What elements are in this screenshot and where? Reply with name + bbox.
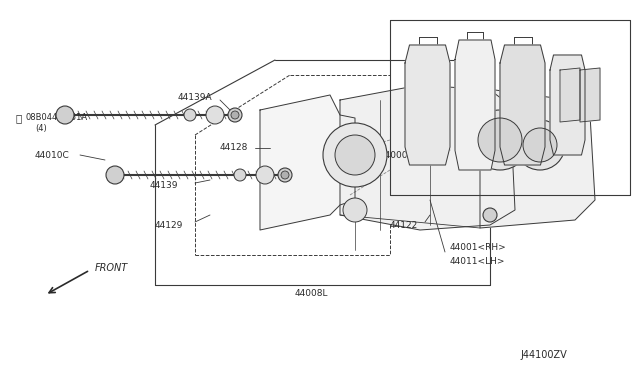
Text: 44129: 44129	[155, 221, 184, 230]
Polygon shape	[480, 88, 595, 228]
Circle shape	[206, 106, 224, 124]
Text: 44011<LH>: 44011<LH>	[450, 257, 506, 266]
Circle shape	[106, 166, 124, 184]
Text: (4): (4)	[35, 124, 47, 132]
Polygon shape	[340, 85, 515, 230]
Text: FRONT: FRONT	[95, 263, 128, 273]
Circle shape	[323, 123, 387, 187]
Circle shape	[343, 198, 367, 222]
Polygon shape	[560, 68, 580, 122]
Circle shape	[483, 208, 497, 222]
Polygon shape	[405, 45, 450, 165]
Circle shape	[523, 128, 557, 162]
Circle shape	[256, 166, 274, 184]
Polygon shape	[500, 45, 545, 165]
Text: 44139: 44139	[150, 180, 179, 189]
Circle shape	[184, 109, 196, 121]
Text: 44139A: 44139A	[178, 93, 212, 103]
Text: 08B044-2351A: 08B044-2351A	[26, 113, 88, 122]
Polygon shape	[260, 95, 355, 230]
Polygon shape	[580, 68, 600, 122]
Text: Ⓑ: Ⓑ	[15, 113, 21, 123]
Circle shape	[470, 110, 530, 170]
Circle shape	[228, 108, 242, 122]
Circle shape	[278, 168, 292, 182]
Circle shape	[281, 171, 289, 179]
Polygon shape	[455, 40, 495, 170]
Text: 44128: 44128	[220, 144, 248, 153]
Circle shape	[515, 120, 565, 170]
Text: 44008L: 44008L	[295, 289, 328, 298]
Circle shape	[231, 111, 239, 119]
Text: 44010C: 44010C	[35, 151, 70, 160]
Text: J44100ZV: J44100ZV	[520, 350, 567, 360]
Text: 44001<RH>: 44001<RH>	[450, 244, 507, 253]
Polygon shape	[550, 55, 585, 155]
Text: 44000K: 44000K	[380, 151, 414, 160]
Circle shape	[56, 106, 74, 124]
Circle shape	[234, 169, 246, 181]
Circle shape	[335, 135, 375, 175]
Circle shape	[478, 118, 522, 162]
Text: 44122: 44122	[390, 221, 419, 230]
Text: 44080K: 44080K	[545, 144, 579, 153]
